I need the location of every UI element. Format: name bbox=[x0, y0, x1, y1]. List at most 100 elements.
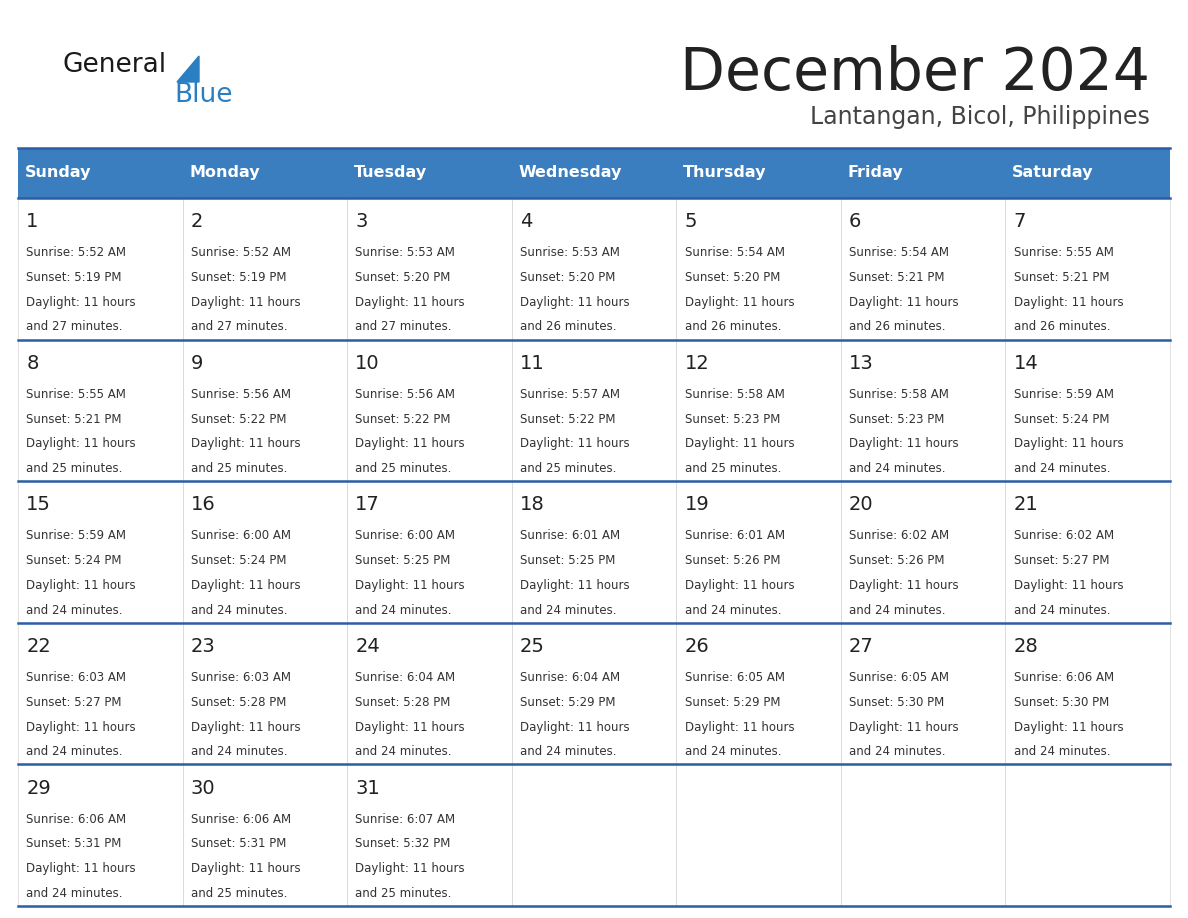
Bar bbox=[676, 340, 841, 481]
Text: Daylight: 11 hours: Daylight: 11 hours bbox=[191, 721, 301, 733]
Text: and 25 minutes.: and 25 minutes. bbox=[520, 462, 617, 476]
Text: and 26 minutes.: and 26 minutes. bbox=[849, 320, 946, 333]
Text: 24: 24 bbox=[355, 637, 380, 656]
Text: and 24 minutes.: and 24 minutes. bbox=[520, 604, 617, 617]
Bar bbox=[1005, 481, 1170, 622]
Text: Sunrise: 5:52 AM: Sunrise: 5:52 AM bbox=[26, 246, 126, 259]
Text: and 24 minutes.: and 24 minutes. bbox=[849, 462, 946, 476]
Bar bbox=[512, 622, 676, 765]
Text: Sunset: 5:24 PM: Sunset: 5:24 PM bbox=[1013, 412, 1110, 426]
Text: Daylight: 11 hours: Daylight: 11 hours bbox=[849, 437, 959, 451]
Text: and 24 minutes.: and 24 minutes. bbox=[355, 604, 451, 617]
Text: Daylight: 11 hours: Daylight: 11 hours bbox=[1013, 579, 1124, 592]
Text: Sunrise: 5:58 AM: Sunrise: 5:58 AM bbox=[684, 387, 784, 401]
Bar bbox=[676, 481, 841, 622]
Text: Sunrise: 5:53 AM: Sunrise: 5:53 AM bbox=[355, 246, 455, 259]
Text: Sunset: 5:20 PM: Sunset: 5:20 PM bbox=[684, 271, 779, 284]
Text: Sunset: 5:30 PM: Sunset: 5:30 PM bbox=[1013, 696, 1108, 709]
Bar bbox=[512, 340, 676, 481]
Text: Sunrise: 6:05 AM: Sunrise: 6:05 AM bbox=[849, 671, 949, 684]
Bar bbox=[841, 340, 1005, 481]
Text: Daylight: 11 hours: Daylight: 11 hours bbox=[684, 296, 794, 308]
Text: and 24 minutes.: and 24 minutes. bbox=[520, 745, 617, 758]
Bar bbox=[676, 622, 841, 765]
Text: and 24 minutes.: and 24 minutes. bbox=[849, 745, 946, 758]
Bar bbox=[18, 340, 183, 481]
Text: and 24 minutes.: and 24 minutes. bbox=[1013, 745, 1110, 758]
Text: Sunset: 5:24 PM: Sunset: 5:24 PM bbox=[191, 554, 286, 567]
Text: and 26 minutes.: and 26 minutes. bbox=[520, 320, 617, 333]
Text: Sunrise: 5:56 AM: Sunrise: 5:56 AM bbox=[355, 387, 455, 401]
Text: Sunrise: 6:02 AM: Sunrise: 6:02 AM bbox=[849, 530, 949, 543]
Text: Daylight: 11 hours: Daylight: 11 hours bbox=[1013, 296, 1124, 308]
Bar bbox=[18, 622, 183, 765]
Text: Sunrise: 5:59 AM: Sunrise: 5:59 AM bbox=[1013, 387, 1113, 401]
Bar bbox=[183, 765, 347, 906]
Text: Daylight: 11 hours: Daylight: 11 hours bbox=[355, 579, 465, 592]
Text: Daylight: 11 hours: Daylight: 11 hours bbox=[191, 579, 301, 592]
Bar bbox=[347, 340, 512, 481]
Text: and 24 minutes.: and 24 minutes. bbox=[191, 604, 287, 617]
Text: and 26 minutes.: and 26 minutes. bbox=[1013, 320, 1110, 333]
Text: 23: 23 bbox=[191, 637, 215, 656]
Text: Daylight: 11 hours: Daylight: 11 hours bbox=[684, 721, 794, 733]
Text: and 27 minutes.: and 27 minutes. bbox=[191, 320, 287, 333]
Text: Sunset: 5:23 PM: Sunset: 5:23 PM bbox=[684, 412, 779, 426]
Bar bbox=[347, 765, 512, 906]
Text: Daylight: 11 hours: Daylight: 11 hours bbox=[191, 296, 301, 308]
Text: 10: 10 bbox=[355, 353, 380, 373]
Text: Sunset: 5:25 PM: Sunset: 5:25 PM bbox=[520, 554, 615, 567]
Text: Sunrise: 6:06 AM: Sunrise: 6:06 AM bbox=[1013, 671, 1114, 684]
Text: 8: 8 bbox=[26, 353, 38, 373]
Text: Sunset: 5:22 PM: Sunset: 5:22 PM bbox=[191, 412, 286, 426]
Bar bbox=[841, 198, 1005, 340]
Text: Daylight: 11 hours: Daylight: 11 hours bbox=[26, 437, 135, 451]
Text: Sunrise: 5:52 AM: Sunrise: 5:52 AM bbox=[191, 246, 291, 259]
Text: Daylight: 11 hours: Daylight: 11 hours bbox=[849, 721, 959, 733]
Text: Sunrise: 6:00 AM: Sunrise: 6:00 AM bbox=[355, 530, 455, 543]
Text: Daylight: 11 hours: Daylight: 11 hours bbox=[26, 579, 135, 592]
Text: 18: 18 bbox=[520, 496, 544, 514]
Text: 7: 7 bbox=[1013, 212, 1026, 231]
Text: Sunrise: 6:06 AM: Sunrise: 6:06 AM bbox=[191, 812, 291, 825]
Bar bbox=[183, 198, 347, 340]
Text: Wednesday: Wednesday bbox=[518, 165, 621, 181]
Text: Sunset: 5:26 PM: Sunset: 5:26 PM bbox=[849, 554, 944, 567]
Text: Daylight: 11 hours: Daylight: 11 hours bbox=[849, 579, 959, 592]
Bar bbox=[676, 198, 841, 340]
Text: Sunset: 5:22 PM: Sunset: 5:22 PM bbox=[355, 412, 451, 426]
Text: Sunrise: 6:06 AM: Sunrise: 6:06 AM bbox=[26, 812, 126, 825]
Bar bbox=[512, 198, 676, 340]
Text: Sunrise: 5:53 AM: Sunrise: 5:53 AM bbox=[520, 246, 620, 259]
Bar bbox=[841, 622, 1005, 765]
Text: Sunrise: 5:54 AM: Sunrise: 5:54 AM bbox=[849, 246, 949, 259]
Text: Sunset: 5:19 PM: Sunset: 5:19 PM bbox=[26, 271, 121, 284]
Text: and 24 minutes.: and 24 minutes. bbox=[684, 745, 781, 758]
Text: Sunset: 5:29 PM: Sunset: 5:29 PM bbox=[520, 696, 615, 709]
Text: 3: 3 bbox=[355, 212, 368, 231]
Text: Tuesday: Tuesday bbox=[354, 165, 426, 181]
Text: Friday: Friday bbox=[847, 165, 903, 181]
Text: Sunset: 5:21 PM: Sunset: 5:21 PM bbox=[849, 271, 944, 284]
Text: Sunrise: 5:58 AM: Sunrise: 5:58 AM bbox=[849, 387, 949, 401]
Bar bbox=[183, 340, 347, 481]
Text: Sunrise: 5:56 AM: Sunrise: 5:56 AM bbox=[191, 387, 291, 401]
Text: 15: 15 bbox=[26, 496, 51, 514]
Bar bbox=[183, 481, 347, 622]
Bar bbox=[1005, 765, 1170, 906]
Text: 2: 2 bbox=[191, 212, 203, 231]
Text: Daylight: 11 hours: Daylight: 11 hours bbox=[684, 437, 794, 451]
Text: 11: 11 bbox=[520, 353, 544, 373]
Text: 5: 5 bbox=[684, 212, 697, 231]
Text: Sunrise: 5:55 AM: Sunrise: 5:55 AM bbox=[26, 387, 126, 401]
Text: Daylight: 11 hours: Daylight: 11 hours bbox=[520, 437, 630, 451]
Text: Thursday: Thursday bbox=[683, 165, 766, 181]
Text: Sunrise: 5:57 AM: Sunrise: 5:57 AM bbox=[520, 387, 620, 401]
Text: Sunrise: 6:01 AM: Sunrise: 6:01 AM bbox=[520, 530, 620, 543]
Text: 6: 6 bbox=[849, 212, 861, 231]
Text: Sunrise: 5:59 AM: Sunrise: 5:59 AM bbox=[26, 530, 126, 543]
Text: Sunset: 5:29 PM: Sunset: 5:29 PM bbox=[684, 696, 781, 709]
Text: 20: 20 bbox=[849, 496, 873, 514]
Text: 1: 1 bbox=[26, 212, 38, 231]
Text: Sunrise: 5:54 AM: Sunrise: 5:54 AM bbox=[684, 246, 784, 259]
